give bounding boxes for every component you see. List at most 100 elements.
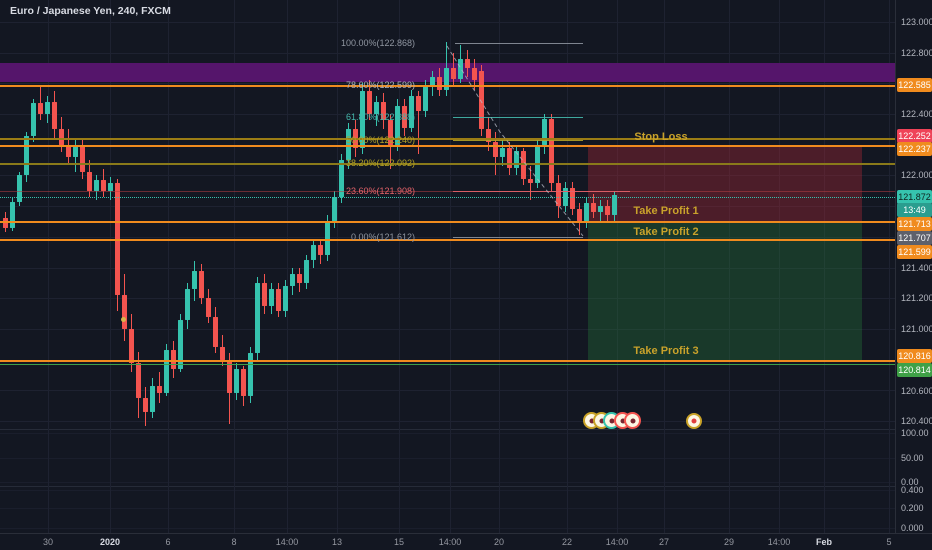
candle-body: [164, 350, 169, 393]
candle-body: [472, 68, 477, 80]
idea-marker-dot: [609, 418, 614, 423]
candle-body: [143, 398, 148, 412]
time-gridline: [889, 0, 890, 533]
pane-separator[interactable]: [0, 486, 895, 487]
candle-body: [80, 145, 85, 172]
fib-line: [453, 191, 630, 192]
candle-body: [577, 209, 582, 221]
time-gridline: [337, 0, 338, 533]
pane-gridline: [0, 433, 895, 434]
price-gridline: [0, 237, 895, 238]
candle-body: [381, 102, 386, 120]
trade-level-label: Take Profit 2: [633, 226, 699, 238]
fib-line: [455, 43, 583, 44]
price-gridline: [0, 329, 895, 330]
level-line: [0, 163, 895, 165]
pane-separator[interactable]: [0, 429, 895, 430]
fib-level-label: 61.80%(122.388): [345, 112, 415, 122]
time-tick-label: 27: [658, 537, 670, 547]
candle-body: [395, 106, 400, 145]
price-axis[interactable]: 123.000 122.800 122.400 122.000 121.400 121.2…: [895, 0, 932, 533]
price-badge: 122.237: [897, 142, 932, 156]
candle-body: [66, 145, 71, 157]
price-gridline: [0, 268, 895, 269]
idea-marker-dot: [589, 418, 594, 423]
candle-body: [45, 102, 50, 114]
candle-body: [528, 179, 533, 183]
idea-marker-dot: [691, 418, 697, 424]
fib-level-label: 0.00%(121.612): [350, 232, 415, 242]
price-tick-label: 100.00: [901, 428, 929, 438]
time-gridline: [110, 0, 111, 533]
candle-body: [199, 271, 204, 298]
candle-body: [500, 148, 505, 157]
candle-body: [94, 180, 99, 191]
time-tick-label: 6: [165, 537, 171, 547]
candle-body: [332, 197, 337, 221]
candle-body: [549, 119, 554, 183]
price-badge: 120.816: [897, 349, 932, 363]
price-badge: 121.599: [897, 245, 932, 259]
time-tick-label: 29: [723, 537, 735, 547]
price-tick-label: 0.000: [901, 523, 924, 533]
time-gridline: [824, 0, 825, 533]
price-badge: 13:49: [897, 203, 932, 217]
candle-body: [416, 96, 421, 111]
pane-gridline: [0, 508, 895, 509]
time-gridline: [399, 0, 400, 533]
candle-body: [430, 77, 435, 86]
time-tick-label: 14:00: [767, 537, 791, 547]
candle-body: [52, 102, 57, 129]
price-gridline: [0, 114, 895, 115]
candle-body: [87, 172, 92, 191]
candle-body: [276, 289, 281, 311]
candle-body: [136, 363, 141, 398]
candle-body: [591, 203, 596, 212]
candle-body: [220, 347, 225, 360]
level-line: [0, 239, 895, 241]
candle-body: [185, 289, 190, 320]
candle-body: [458, 59, 463, 79]
take-profit-zone[interactable]: [588, 221, 862, 360]
candle-body: [248, 353, 253, 396]
candle-body: [374, 102, 379, 114]
pane-gridline: [0, 528, 895, 529]
time-gridline: [664, 0, 665, 533]
time-gridline: [450, 0, 451, 533]
idea-marker-icon[interactable]: [686, 413, 702, 429]
pane-gridline: [0, 458, 895, 459]
time-tick-label: Feb: [815, 537, 833, 547]
level-line: [0, 221, 895, 223]
level-line: [0, 138, 895, 140]
price-badge: 122.252: [897, 129, 932, 143]
candle-body: [402, 106, 407, 128]
price-badge: 120.814: [897, 363, 932, 377]
time-gridline: [567, 0, 568, 533]
candle-body: [31, 103, 36, 136]
candle-body: [444, 68, 449, 90]
symbol-title[interactable]: Euro / Japanese Yen, 240, FXCM: [10, 5, 171, 17]
time-tick-label: 2020: [99, 537, 121, 547]
time-tick-label: 30: [42, 537, 54, 547]
time-axis[interactable]: 30 2020 6 8 14:00 13 15 14:00 20 22 14:00 27 29 14:00…: [0, 533, 932, 550]
idea-marker-icon[interactable]: [624, 412, 641, 429]
candle-body: [157, 386, 162, 393]
price-gridline: [0, 390, 895, 391]
idea-marker-dot: [599, 418, 604, 423]
price-gridline: [0, 421, 895, 422]
candle-body: [542, 119, 547, 145]
candle-body: [346, 129, 351, 160]
candle-body: [423, 86, 428, 111]
time-gridline: [234, 0, 235, 533]
trade-level-label: Stop Loss: [634, 131, 688, 143]
price-tick-label: 120.600: [901, 386, 932, 396]
pane-gridline: [0, 482, 895, 483]
candle-body: [122, 295, 127, 329]
candle-body: [311, 245, 316, 260]
candle-body: [241, 369, 246, 396]
time-tick-label: 14:00: [605, 537, 629, 547]
chart-canvas[interactable]: 100.00%(122.868) 78.60%(122.599) 61.80%(12…: [0, 0, 895, 533]
stop-loss-zone[interactable]: [588, 145, 862, 221]
candle-body: [101, 180, 106, 191]
